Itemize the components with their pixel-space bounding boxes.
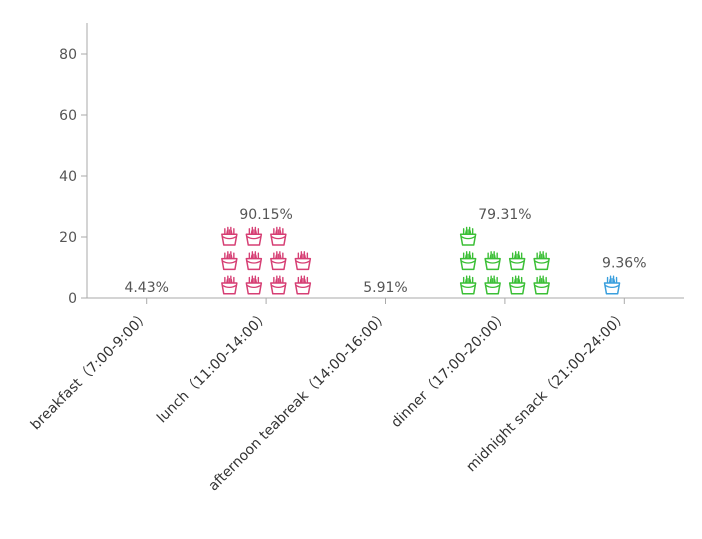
french-fries-icon xyxy=(221,251,238,271)
bars xyxy=(221,226,621,295)
bar xyxy=(459,226,550,295)
y-tick-label: 60 xyxy=(59,108,77,124)
french-fries-icon xyxy=(245,251,263,271)
x-tick-label: dinner（17:00-20:00） xyxy=(388,308,511,431)
french-fries-icon xyxy=(508,275,526,295)
data-label: 5.91% xyxy=(363,280,407,296)
french-fries-icon xyxy=(294,251,312,271)
x-tick-label: breakfast（7:00-9:00） xyxy=(28,308,154,434)
y-tick-label: 20 xyxy=(59,230,77,246)
french-fries-icon xyxy=(484,251,501,271)
french-fries-icon xyxy=(294,275,312,295)
data-labels: 4.43% 90.15% 5.91% 79.31% 9.36% xyxy=(124,207,646,296)
data-label: 79.31% xyxy=(478,207,531,223)
french-fries-icon xyxy=(508,251,526,271)
french-fries-icon xyxy=(270,275,287,295)
data-label: 9.36% xyxy=(602,256,646,272)
french-fries-icon xyxy=(459,226,477,246)
french-fries-icon xyxy=(245,226,263,246)
y-tick-label: 40 xyxy=(59,169,77,185)
data-label: 4.43% xyxy=(124,280,168,296)
french-fries-icon xyxy=(533,251,550,271)
french-fries-icon xyxy=(459,251,477,271)
french-fries-icon xyxy=(221,275,238,295)
bar xyxy=(221,226,312,295)
french-fries-icon xyxy=(533,275,550,295)
french-fries-icon xyxy=(484,275,501,295)
french-fries-icon xyxy=(245,275,263,295)
bar xyxy=(603,275,621,295)
french-fries-icon xyxy=(221,226,238,246)
y-axis: 0 20 40 60 80 xyxy=(59,23,88,307)
x-tick-label: lunch（11:00-14:00） xyxy=(154,308,273,427)
french-fries-icon xyxy=(270,251,287,271)
y-ticks: 0 20 40 60 80 xyxy=(59,47,87,307)
x-tick-labels: breakfast（7:00-9:00） lunch（11:00-14:00）af… xyxy=(28,298,631,494)
x-axis: breakfast（7:00-9:00） lunch（11:00-14:00）af… xyxy=(28,297,684,494)
french-fries-icon xyxy=(270,226,287,246)
french-fries-icon xyxy=(603,275,621,295)
data-label: 90.15% xyxy=(239,207,292,223)
french-fries-icon xyxy=(459,275,477,295)
y-tick-label: 80 xyxy=(59,47,77,63)
y-tick-label: 0 xyxy=(68,291,77,307)
